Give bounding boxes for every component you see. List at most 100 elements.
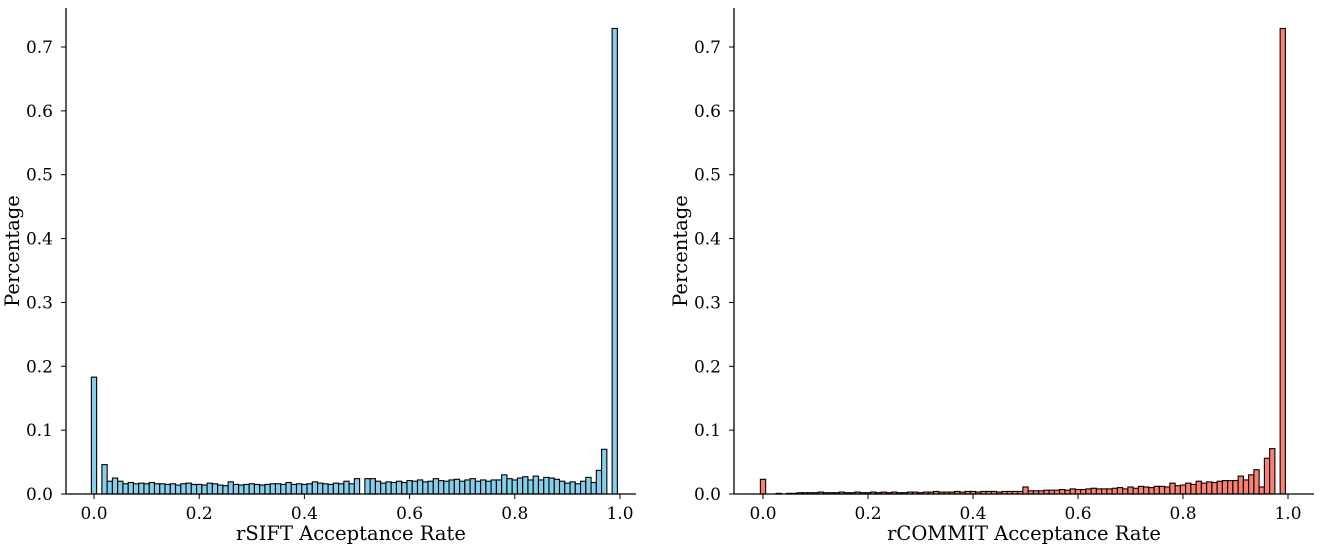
x-tick-label: 0.2 [854,504,881,524]
bar [443,480,450,495]
bar [595,469,603,495]
bar [1158,485,1166,495]
bar [437,480,445,495]
bar [1237,475,1244,495]
bar [474,480,482,495]
bar [90,376,98,495]
bar [327,483,334,495]
bar [311,481,319,495]
bar [1111,487,1118,495]
bar [290,483,298,495]
y-tick-label: 0.0 [694,485,721,505]
bar [222,485,229,495]
bar [1059,488,1066,495]
bar [1069,488,1076,495]
bar [253,483,261,495]
bar [164,483,171,495]
bar [322,483,329,495]
bar [590,481,597,495]
x-ticks-rsift: 0.0 0.2 0.4 0.6 0.8 1.0 [80,494,634,524]
bar [1101,488,1108,495]
bar [1263,457,1271,495]
bar [532,475,540,495]
bar [353,478,361,495]
y-ticks-rsift: 0.0 0.1 0.2 0.3 0.4 0.5 0.6 0.7 [26,38,66,505]
bar [1116,487,1124,495]
bar [1169,482,1176,495]
y-axis-label-rsift: Percentage [1,195,24,307]
bar [537,479,545,495]
bar [364,478,371,495]
y-tick-label: 0.3 [694,293,721,313]
bar [280,483,287,495]
bar [248,483,255,495]
x-tick-label: 0.0 [749,504,776,524]
bar [201,484,208,495]
bar [390,481,398,495]
y-tick-label: 0.6 [694,102,721,122]
bar [101,464,108,495]
bar [1221,480,1229,495]
bar [1137,485,1145,495]
bar [1122,488,1129,495]
y-axis-label-rcommit: Percentage [669,195,692,307]
bar [1143,486,1150,495]
bar [427,480,434,495]
bar [185,482,192,495]
bar [264,483,271,495]
bar [316,482,324,495]
bar [448,479,455,495]
bar [469,478,476,495]
bar [301,483,308,495]
bars-rcommit [759,27,1286,495]
bar [495,479,503,495]
bar [1174,485,1181,495]
bar [211,483,219,495]
bar [1279,27,1286,495]
bar [543,476,550,495]
bar [196,483,203,495]
y-tick-label: 0.2 [26,357,53,377]
y-tick-label: 0.2 [694,357,721,377]
bar [1190,483,1197,495]
bar [1164,486,1171,495]
bar [459,480,466,495]
x-tick-label: 0.6 [396,504,423,524]
bar [190,483,198,495]
chart-panel-rsift: 0.0 0.2 0.4 0.6 0.8 1.0 0.0 0.1 0.2 0.3 0.4 0.5 0.6… [1,8,636,545]
y-tick-label: 0.1 [694,421,721,441]
y-tick-label: 0.1 [26,421,53,441]
y-tick-label: 0.5 [26,166,53,186]
bar [369,478,376,495]
bar [490,479,497,495]
bar [401,481,408,495]
bar [148,481,156,495]
y-tick-label: 0.7 [26,38,53,58]
x-ticks-rcommit: 0.0 0.2 0.4 0.6 0.8 1.0 [749,494,1302,524]
bar [227,481,234,495]
x-axis-label-rsift: rSIFT Acceptance Rate [236,522,466,545]
bar [295,483,303,495]
bar [422,481,429,495]
bar [480,479,487,495]
y-tick-label: 0.3 [26,293,53,313]
bar [111,477,119,495]
bar [553,478,561,495]
bar [1206,481,1213,495]
bar [374,480,382,495]
bar [395,480,403,495]
x-tick-label: 0.8 [501,504,528,524]
bar [464,479,471,495]
chart-panel-rcommit: 0.0 0.2 0.4 0.6 0.8 1.0 0.0 0.1 0.2 0.3 0.4 0.5 0.6… [669,8,1314,545]
bar [159,483,166,495]
bar [1179,484,1187,495]
bar [759,478,767,495]
bar [516,477,524,495]
bar [1232,480,1239,495]
bar [506,478,513,495]
bar [385,481,392,495]
bar [306,483,313,495]
bar [558,480,566,495]
bar [579,480,587,495]
x-tick-label: 1.0 [606,504,633,524]
